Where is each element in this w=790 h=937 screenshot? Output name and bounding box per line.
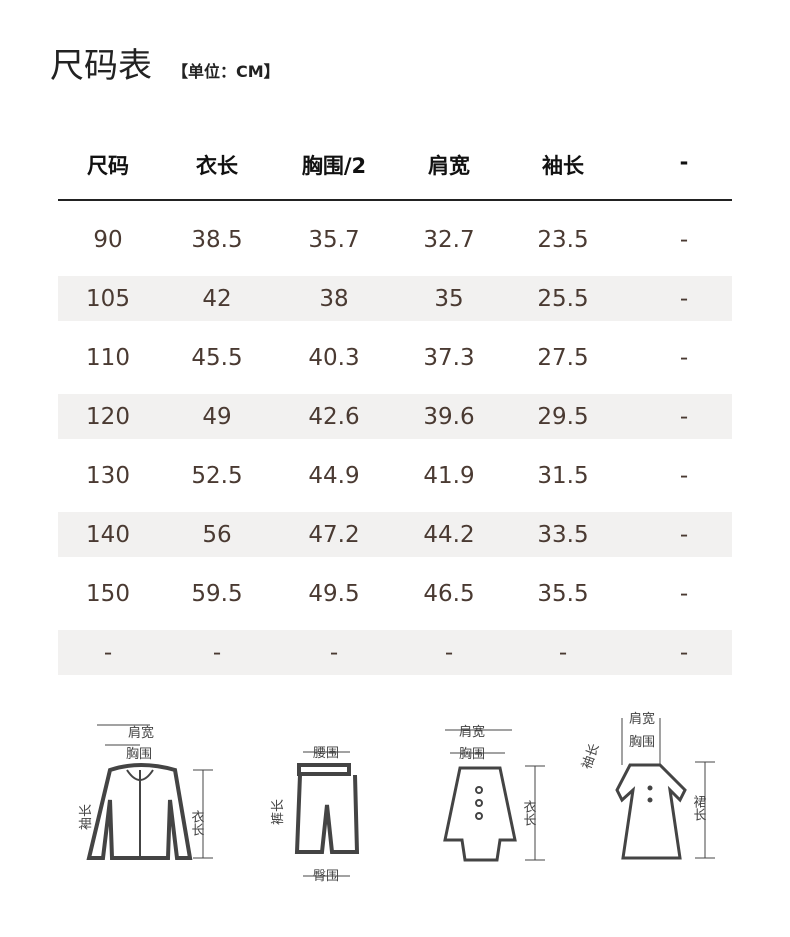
table-cell: - <box>103 640 113 666</box>
table-cell: 47.2 <box>308 522 360 548</box>
table-cell: 35.5 <box>537 581 589 607</box>
table-cell: 40.3 <box>308 345 360 371</box>
table-cell: 35 <box>434 286 464 312</box>
table-row: 140 56 47.2 44.2 33.5 - <box>58 512 732 557</box>
column-header: 胸围/2 <box>301 154 367 178</box>
table-cell: 35.7 <box>308 227 360 253</box>
table-cell: 29.5 <box>537 404 589 430</box>
table-cell: - <box>679 227 689 253</box>
column-header: 肩宽 <box>428 154 470 178</box>
column-header: 尺码 <box>87 154 129 178</box>
table-cell: 41.9 <box>423 463 475 489</box>
table-cell: 150 <box>86 581 130 607</box>
dress-chest-label: 胸围 <box>629 735 655 750</box>
table-row: ------ <box>58 630 732 675</box>
table-cell: - <box>679 581 689 607</box>
pants-length-label: 裤长 <box>271 799 286 825</box>
table-cell: 31.5 <box>537 463 589 489</box>
table-cell: - <box>679 522 689 548</box>
page-title: 尺码表 <box>50 46 152 86</box>
table-row: 150 59.5 49.5 46.5 35.5 - <box>58 571 732 616</box>
table-cell: 49 <box>202 404 232 430</box>
table-cell: 49.5 <box>308 581 360 607</box>
table-row: 110 45.5 40.3 37.3 27.5 - <box>58 335 732 380</box>
table-cell: 32.7 <box>423 227 475 253</box>
table-cell: - <box>679 640 689 666</box>
table-cell: 44.2 <box>423 522 475 548</box>
table-row: 105 42 38 35 25.5 - <box>58 276 732 321</box>
table-cell: 25.5 <box>537 286 589 312</box>
jacket-shoulder-label: 肩宽 <box>128 725 154 741</box>
column-header: - <box>679 150 689 174</box>
table-row: 130 52.5 44.9 41.9 31.5 - <box>58 453 732 498</box>
table-row: 90 38.5 35.7 32.7 23.5 - <box>58 217 732 262</box>
pants-hip-label: 臀围 <box>313 869 339 884</box>
table-cell: - <box>679 463 689 489</box>
table-cell: 110 <box>86 345 130 371</box>
coat-diagram: 肩宽 胸围 衣长 <box>443 724 545 862</box>
table-cell: 45.5 <box>191 345 243 371</box>
coat-length-label: 衣长 <box>521 799 537 826</box>
table-cell: - <box>679 286 689 312</box>
table-cell: 23.5 <box>537 227 589 253</box>
coat-shoulder-label: 肩宽 <box>459 724 485 740</box>
pants-diagram: 腰围 臀围 裤长 <box>271 746 360 884</box>
jacket-sleeve-label: 袖长 <box>79 804 94 830</box>
table-cell: 42.6 <box>308 404 360 430</box>
coat-chest-label: 胸围 <box>459 747 485 762</box>
table-cell: 42 <box>202 286 232 312</box>
table-cell: 39.6 <box>423 404 475 430</box>
column-header: 衣长 <box>196 154 238 178</box>
table-cell: 44.9 <box>308 463 360 489</box>
table-cell: - <box>558 640 568 666</box>
header-divider <box>58 199 732 201</box>
table-cell: 56 <box>202 522 232 548</box>
table-cell: - <box>679 404 689 430</box>
table-cell: 27.5 <box>537 345 589 371</box>
dress-sleeve-label: 袖长 <box>580 742 603 772</box>
dress-length-label: 裙长 <box>691 795 707 821</box>
table-cell: - <box>679 345 689 371</box>
table-cell: 140 <box>86 522 130 548</box>
column-header: 袖长 <box>542 154 584 178</box>
table-cell: 38 <box>319 286 349 312</box>
table-cell: 52.5 <box>191 463 243 489</box>
table-cell: 105 <box>86 286 130 312</box>
table-row: 120 49 42.6 39.6 29.5 - <box>58 394 732 439</box>
table-cell: 37.3 <box>423 345 475 371</box>
table-cell: - <box>444 640 454 666</box>
table-cell: 46.5 <box>423 581 475 607</box>
table-cell: 120 <box>86 404 130 430</box>
table-cell: 38.5 <box>191 227 243 253</box>
table-cell: 130 <box>86 463 130 489</box>
table-cell: - <box>329 640 339 666</box>
dress-shoulder-label: 肩宽 <box>629 711 655 727</box>
jacket-length-label: 衣长 <box>189 809 205 836</box>
dress-diagram: 肩宽 胸围 袖长 裙长 <box>580 711 715 860</box>
jacket-diagram: 肩宽 胸围 袖长 衣长 <box>79 724 213 860</box>
table-cell: 59.5 <box>191 581 243 607</box>
table-cell: - <box>212 640 222 666</box>
pants-waist-label: 腰围 <box>313 746 339 761</box>
unit-label: 【单位：CM】 <box>172 62 280 81</box>
table-cell: 90 <box>93 227 123 253</box>
jacket-chest-label: 胸围 <box>126 747 152 762</box>
table-cell: 33.5 <box>537 522 589 548</box>
